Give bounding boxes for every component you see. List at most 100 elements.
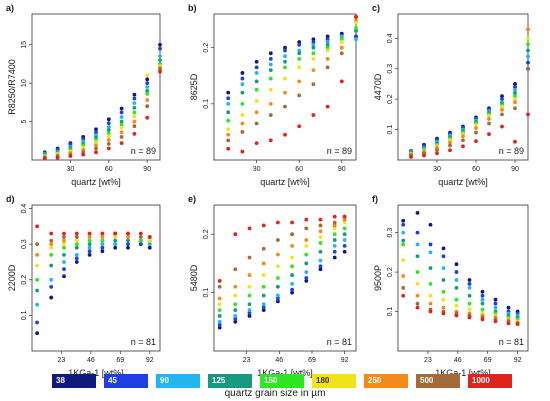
x-tick-label: 92: [146, 357, 154, 364]
data-point: [325, 37, 330, 42]
data-point: [332, 249, 337, 254]
legend-title: quartz grain size in µm: [224, 388, 326, 399]
data-point: [415, 242, 420, 247]
data-point: [283, 132, 287, 137]
data-point: [261, 284, 266, 289]
data-point: [74, 252, 79, 257]
data-point: [332, 238, 337, 242]
data-point: [233, 308, 238, 313]
y-tick-label: 0.4: [387, 33, 394, 43]
data-point: [283, 48, 287, 53]
data-point: [354, 37, 358, 42]
data-point: [467, 278, 472, 282]
data-point: [332, 220, 337, 225]
panel-label: c): [372, 3, 380, 13]
data-point: [342, 238, 347, 242]
data-point: [247, 293, 252, 298]
data-point: [138, 242, 143, 247]
data-point: [62, 260, 66, 264]
data-point: [158, 69, 162, 74]
data-point: [87, 242, 92, 247]
data-point: [283, 65, 287, 70]
data-point: [332, 214, 337, 219]
y-tick-label: 5: [21, 120, 28, 124]
data-point: [474, 123, 478, 127]
data-point: [311, 37, 316, 42]
data-point: [87, 238, 92, 243]
y-tick-label: 0.3: [387, 64, 394, 74]
data-point: [342, 226, 347, 231]
data-point: [480, 297, 485, 302]
data-point: [332, 223, 337, 228]
data-point: [113, 242, 118, 247]
data-point: [145, 92, 150, 96]
data-point: [106, 125, 111, 129]
data-point: [304, 276, 309, 280]
x-tick-label: 60: [472, 166, 480, 173]
y-axis-label: 2200D: [7, 264, 17, 291]
data-point: [261, 302, 266, 307]
data-point: [247, 255, 252, 260]
data-point: [49, 238, 54, 243]
data-point: [254, 121, 259, 126]
data-point: [474, 126, 478, 130]
data-point: [138, 231, 143, 236]
data-point: [49, 231, 54, 236]
data-point: [145, 81, 150, 86]
plot-frame: [31, 13, 161, 161]
data-point: [500, 112, 504, 117]
data-point: [217, 314, 222, 318]
data-point: [454, 297, 459, 302]
data-point: [493, 305, 498, 310]
data-point: [422, 153, 426, 158]
data-point: [500, 107, 504, 112]
data-point: [401, 285, 406, 290]
x-axis-label: 1KGa-1 [wt%]: [68, 368, 124, 378]
data-point: [158, 46, 162, 51]
data-point: [304, 252, 309, 257]
data-point: [119, 135, 124, 139]
data-point: [119, 125, 124, 130]
y-tick-label: 0.2: [203, 229, 210, 239]
data-point: [428, 266, 433, 271]
data-point: [311, 82, 316, 87]
data-point: [325, 42, 330, 47]
data-point: [276, 293, 280, 298]
data-point: [87, 249, 92, 254]
data-point: [268, 101, 273, 106]
data-point: [247, 226, 252, 231]
data-point: [454, 262, 459, 267]
data-point: [74, 256, 79, 261]
data-point: [311, 40, 316, 44]
y-tick-label: 0.3: [387, 228, 394, 238]
data-point: [290, 281, 294, 286]
data-point: [342, 217, 347, 222]
data-point: [94, 146, 98, 151]
data-point: [113, 245, 118, 250]
data-point: [100, 242, 105, 247]
data-point: [87, 235, 92, 239]
data-point: [354, 34, 358, 39]
data-point: [480, 301, 485, 306]
data-point: [515, 322, 520, 327]
y-tick-label: 0.1: [387, 307, 394, 317]
data-point: [35, 331, 40, 336]
data-point: [240, 90, 245, 95]
data-point: [145, 104, 150, 109]
data-point: [132, 114, 137, 119]
data-point: [254, 79, 259, 84]
data-point: [74, 231, 79, 236]
x-tick-label: 69: [116, 357, 124, 364]
y-tick-label: 0.2: [21, 275, 28, 285]
data-point: [342, 243, 347, 248]
y-axis-label: 4470D: [373, 73, 383, 100]
data-point: [339, 40, 344, 44]
plot-frame: [31, 204, 161, 352]
data-point: [467, 293, 472, 298]
data-point: [297, 42, 302, 47]
data-point: [401, 242, 406, 247]
data-point: [49, 263, 54, 268]
data-point: [401, 258, 406, 263]
y-axis-label: 5480D: [189, 264, 199, 291]
data-point: [283, 45, 287, 50]
